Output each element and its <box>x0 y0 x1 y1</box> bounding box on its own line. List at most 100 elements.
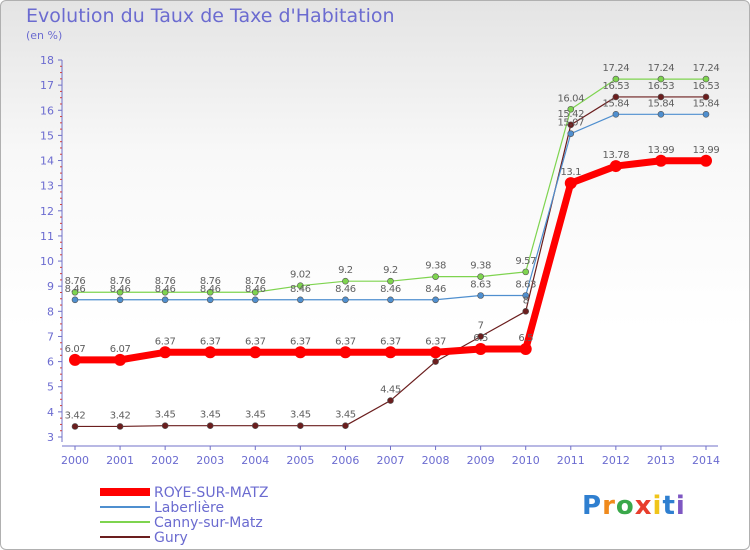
data-label: 17.24 <box>693 63 720 74</box>
data-label: 3.45 <box>290 410 311 421</box>
data-label: 8.76 <box>65 276 86 287</box>
data-label: 8.46 <box>245 284 266 295</box>
data-point <box>339 346 352 359</box>
x-tick-label: 2002 <box>151 454 179 467</box>
data-point <box>206 296 214 304</box>
y-tick-label: 4 <box>47 406 54 419</box>
axes: 3 4 5 6 7 8 9 10 11 12 13 14 15 16 17 18 2000 2001 2002 200… <box>40 54 720 467</box>
data-label: 6.5 <box>518 333 533 344</box>
data-label: 16.53 <box>693 81 720 92</box>
y-tick-label: 6 <box>47 356 54 369</box>
y-tick-label: 3 <box>47 431 54 444</box>
data-point <box>387 296 394 304</box>
x-tick-label: 2004 <box>241 454 269 467</box>
legend-label: Gury <box>154 530 188 546</box>
data-point <box>342 296 349 304</box>
series-lines <box>69 75 712 430</box>
data-point <box>387 277 394 285</box>
data-label: 6.37 <box>200 336 221 347</box>
data-label: 6.37 <box>380 336 401 347</box>
data-point <box>251 288 259 296</box>
x-tick-label: 2010 <box>512 454 540 467</box>
data-point <box>567 121 575 129</box>
data-label: 8.76 <box>245 276 266 287</box>
data-label: 15.84 <box>648 98 675 109</box>
data-label: 16.04 <box>557 93 584 104</box>
data-label: 9.38 <box>425 261 446 272</box>
data-label: 8.46 <box>290 284 311 295</box>
data-point <box>519 343 532 356</box>
data-point <box>432 358 439 365</box>
data-point <box>474 343 487 356</box>
data-label: 8.46 <box>380 284 401 295</box>
data-point <box>161 296 169 304</box>
y-tick-label: 18 <box>40 54 54 67</box>
data-point <box>71 423 79 430</box>
data-point <box>432 273 439 280</box>
data-point <box>116 423 124 430</box>
data-label: 9.2 <box>338 265 353 276</box>
data-label: 8.46 <box>65 284 86 295</box>
series-line-roye-sur-matz <box>75 157 706 364</box>
data-label: 13.99 <box>693 145 720 156</box>
data-point <box>657 93 665 101</box>
x-tick-label: 2000 <box>61 454 89 467</box>
data-label: 16.53 <box>603 81 630 92</box>
data-labels: 3.42 3.42 3.45 3.45 3.45 3.45 3.454.457815.421… <box>65 63 720 421</box>
data-label: 6.37 <box>155 336 176 347</box>
x-tick-label: 2007 <box>377 454 405 467</box>
data-point <box>297 282 304 289</box>
x-tick-label: 2003 <box>196 454 224 467</box>
series-line-canny-sur-matz <box>75 78 706 293</box>
data-point <box>71 288 79 296</box>
data-label: 13.78 <box>603 150 630 161</box>
series-line-gury <box>75 96 706 428</box>
data-label: 9.2 <box>383 265 398 276</box>
data-point <box>522 268 530 276</box>
y-tick-label: 7 <box>47 330 54 343</box>
data-point <box>702 93 710 101</box>
data-point <box>161 422 169 429</box>
data-label: 3.45 <box>335 410 356 421</box>
data-point <box>297 422 304 429</box>
data-label: 8 <box>523 295 529 306</box>
data-label: 8.46 <box>335 284 356 295</box>
data-label: 17.24 <box>648 63 675 74</box>
data-label: 6.37 <box>245 336 266 347</box>
data-label: 8.76 <box>110 276 131 287</box>
y-tick-label: 8 <box>47 305 54 318</box>
y-tick-label: 5 <box>47 381 54 394</box>
data-label: 13.1 <box>560 167 581 178</box>
x-tick-label: 2011 <box>557 454 585 467</box>
x-tick-label: 2012 <box>602 454 630 467</box>
data-point <box>429 346 442 359</box>
data-label: 15.84 <box>603 98 630 109</box>
data-label: 8.63 <box>470 279 491 290</box>
legend: ROYE-SUR-MATZLaberlièreCanny-sur-MatzGur… <box>100 485 269 546</box>
data-point <box>654 154 667 167</box>
data-point <box>69 353 81 366</box>
data-label: 9.57 <box>515 256 536 267</box>
data-label: 7 <box>478 320 484 331</box>
data-point <box>609 160 622 173</box>
data-point <box>564 177 577 190</box>
data-point <box>477 333 484 340</box>
data-label: 15.42 <box>557 109 584 120</box>
data-label: 6.5 <box>473 333 488 344</box>
data-label: 3.45 <box>245 410 266 421</box>
data-label: 6.07 <box>110 344 131 355</box>
data-point <box>657 75 665 83</box>
y-tick-label: 9 <box>47 280 54 293</box>
data-point <box>297 296 304 304</box>
y-tick-label: 11 <box>40 230 54 243</box>
data-point <box>251 422 259 429</box>
data-label: 8.46 <box>155 284 176 295</box>
data-label: 3.42 <box>65 410 86 421</box>
data-label: 6.37 <box>335 336 356 347</box>
data-label: 8.76 <box>155 276 176 287</box>
data-label: 9.02 <box>290 270 311 281</box>
data-label: 6.37 <box>290 336 311 347</box>
data-point <box>294 346 307 359</box>
